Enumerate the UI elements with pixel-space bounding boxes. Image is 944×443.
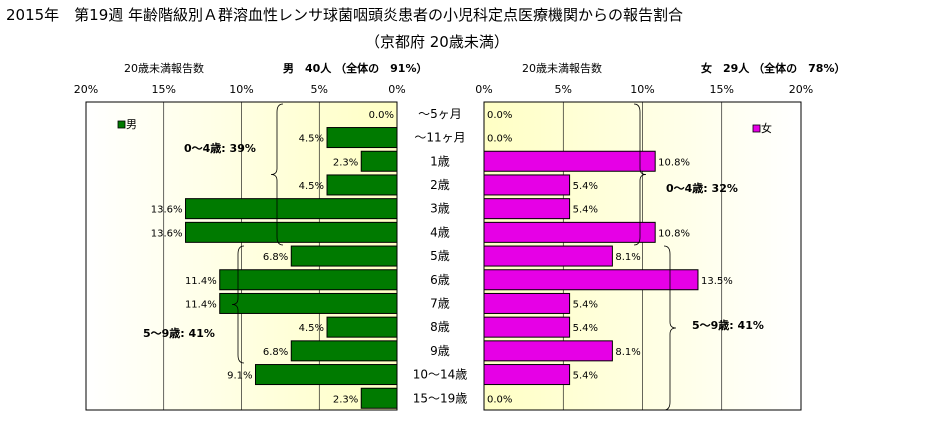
- female-legend-text: 女: [761, 121, 772, 135]
- female-x-tick-label: 0%: [475, 83, 492, 96]
- age-category-label: 1歳: [430, 154, 450, 168]
- age-category-label: 8歳: [430, 320, 450, 334]
- male-bar: [290, 340, 398, 362]
- male-data-label: 6.8%: [263, 347, 288, 358]
- female-x-tick-label: 10%: [630, 83, 654, 96]
- chart-title-line1: 2015年 第19週 年齢階級別Ａ群溶血性レンサ球菌咽頭炎患者の小児科定点医療機…: [6, 6, 684, 24]
- male-data-label: 4.5%: [299, 323, 324, 334]
- age-category-label: 10～14歳: [413, 368, 468, 382]
- female-age-0-4-share: 0～4歳: 32%: [666, 181, 738, 195]
- male-bar: [326, 316, 398, 338]
- male-bar: [360, 387, 398, 409]
- female-summary-label: 女 29人 （全体の 78%）: [701, 62, 846, 75]
- male-x-tick-label: 20%: [74, 83, 98, 96]
- female-bar: [483, 292, 571, 314]
- male-bar: [219, 292, 398, 314]
- male-data-label: 4.5%: [299, 181, 324, 192]
- male-bar: [185, 221, 398, 243]
- female-data-label: 5.4%: [573, 205, 598, 216]
- female-count-label: 20歳未満報告数: [522, 62, 602, 75]
- age-category-label: 7歳: [430, 296, 450, 310]
- female-x-tick-label: 15%: [710, 83, 734, 96]
- female-bar: [483, 364, 571, 386]
- age-category-label: 5歳: [430, 249, 450, 263]
- male-x-tick-label: 10%: [229, 83, 253, 96]
- male-age-5-9-share: 5～9歳: 41%: [143, 326, 215, 340]
- female-age-5-9-share: 5～9歳: 41%: [692, 318, 764, 332]
- male-bracket-0-4: [270, 103, 284, 246]
- male-data-label: 9.1%: [227, 371, 252, 382]
- female-data-label: 0.0%: [487, 134, 512, 145]
- female-data-label: 8.1%: [615, 347, 640, 358]
- male-x-tick-label: 5%: [311, 83, 328, 96]
- age-category-label: 15～19歳: [413, 391, 468, 405]
- male-data-label: 13.6%: [151, 228, 183, 239]
- male-bar: [185, 198, 398, 220]
- female-data-label: 0.0%: [487, 394, 512, 405]
- female-bar: [483, 245, 613, 267]
- female-bar: [483, 150, 656, 172]
- female-data-label: 5.4%: [573, 323, 598, 334]
- female-legend-swatch: [752, 124, 761, 133]
- male-data-label: 11.4%: [185, 299, 217, 310]
- male-data-label: 0.0%: [369, 110, 394, 121]
- male-data-label: 11.4%: [185, 276, 217, 287]
- female-data-label: 10.8%: [658, 157, 690, 168]
- age-category-label: 2歳: [430, 178, 450, 192]
- female-x-tick-label: 5%: [555, 83, 572, 96]
- female-bar: [483, 269, 699, 291]
- female-bracket-5-9: [663, 245, 677, 411]
- age-category-label: ～11ヶ月: [414, 131, 465, 145]
- male-bar: [326, 127, 398, 149]
- female-data-label: 13.5%: [701, 276, 733, 287]
- female-data-label: 0.0%: [487, 110, 512, 121]
- male-legend-text: 男: [126, 118, 137, 131]
- female-bar: [483, 316, 571, 338]
- female-data-label: 5.4%: [573, 299, 598, 310]
- female-data-label: 5.4%: [573, 181, 598, 192]
- female-data-label: 5.4%: [573, 371, 598, 382]
- female-bar: [483, 340, 613, 362]
- male-summary-label: 男 40人 （全体の 91%）: [283, 62, 428, 75]
- male-age-0-4-share: 0～4歳: 39%: [184, 141, 256, 155]
- male-data-label: 2.3%: [333, 157, 358, 168]
- male-data-label: 2.3%: [333, 394, 358, 405]
- female-bar: [483, 174, 571, 196]
- male-bar: [290, 245, 398, 267]
- chart-title-line2: （京都府 20歳未満）: [365, 33, 509, 51]
- female-bar: [483, 198, 571, 220]
- female-data-label: 10.8%: [658, 228, 690, 239]
- male-x-tick-label: 0%: [388, 83, 405, 96]
- age-category-label: ～5ヶ月: [418, 107, 462, 121]
- male-count-label: 20歳未満報告数: [124, 62, 204, 75]
- male-data-label: 6.8%: [263, 252, 288, 263]
- female-x-tick-label: 20%: [789, 83, 813, 96]
- female-data-label: 8.1%: [615, 252, 640, 263]
- female-bar: [483, 221, 656, 243]
- age-category-label: 4歳: [430, 225, 450, 239]
- age-category-label: 3歳: [430, 202, 450, 216]
- male-bar: [219, 269, 398, 291]
- age-category-label: 9歳: [430, 344, 450, 358]
- male-bar: [254, 364, 398, 386]
- male-data-label: 4.5%: [299, 134, 324, 145]
- male-data-label: 13.6%: [151, 205, 183, 216]
- male-bar: [360, 150, 398, 172]
- female-bracket-0-4: [633, 103, 647, 246]
- male-bar: [326, 174, 398, 196]
- age-category-label: 6歳: [430, 273, 450, 287]
- male-bracket-5-9: [231, 245, 245, 364]
- male-x-tick-label: 15%: [152, 83, 176, 96]
- male-legend-swatch: [117, 120, 126, 129]
